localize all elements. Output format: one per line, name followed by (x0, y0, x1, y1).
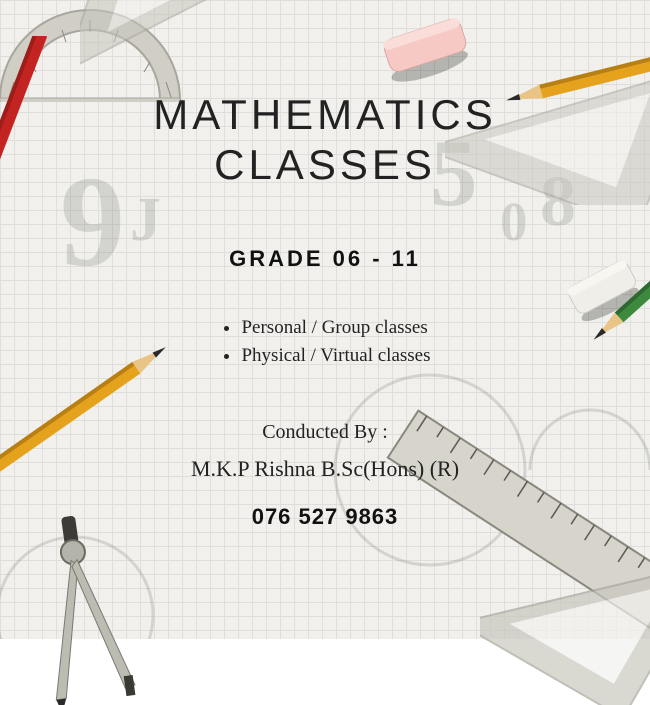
bullet-personal-group: Personal / Group classes (241, 314, 430, 343)
class-types-list: Personal / Group classes Physical / Virt… (219, 314, 430, 371)
main-title: MATHEMATICS CLASSES (65, 90, 585, 191)
phone-number: 076 527 9863 (65, 504, 585, 530)
grade-subtitle: GRADE 06 - 11 (65, 246, 585, 272)
instructor-name: M.K.P Rishna B.Sc(Hons) (R) (65, 456, 585, 482)
title-line-1: MATHEMATICS (153, 91, 496, 138)
compass-icon (0, 505, 174, 705)
conducted-by-label: Conducted By : (65, 421, 585, 444)
title-line-2: CLASSES (214, 141, 436, 188)
flyer-canvas: 9 5 8 0 J (0, 0, 650, 639)
bullet-physical-virtual: Physical / Virtual classes (241, 342, 430, 371)
flyer-content: MATHEMATICS CLASSES GRADE 06 - 11 Person… (65, 90, 585, 530)
pink-eraser-icon (372, 8, 482, 88)
